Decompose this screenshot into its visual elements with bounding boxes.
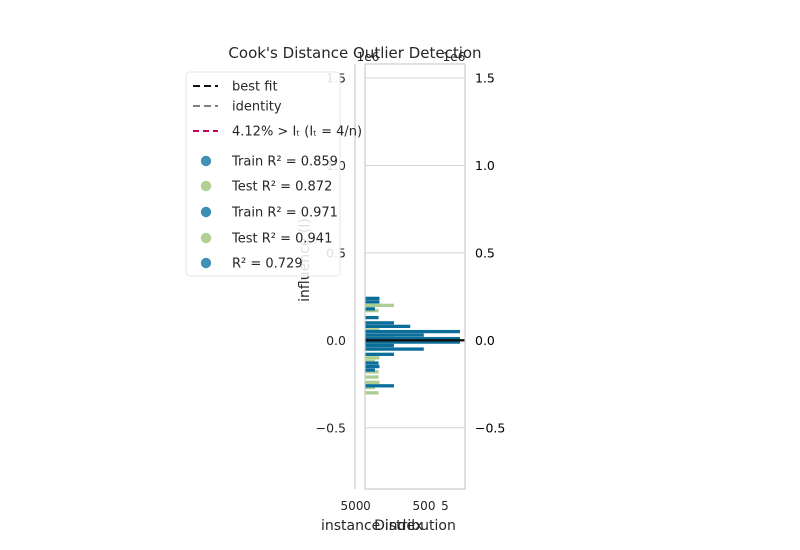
train-histogram-bar [365,296,380,301]
right-y-tick-label: 0.5 [475,245,495,260]
test-histogram-bar [365,303,394,308]
train-histogram-bar [365,364,380,369]
right-y-ticks: 1.5 1.0 0.5 0.0 −0.5 [475,70,505,435]
distribution-frame [364,63,466,490]
legend-item: Test R² = 0.941 [200,232,332,247]
x-axis-label-main: instance index [321,518,423,534]
train-histogram-bar [365,368,375,372]
legend-item: R² = 0.729 [200,257,303,272]
legend: best fit identity 4.12% > Iₜ (Iₜ = 4/n) Tra… [185,71,362,277]
test-histogram-bar [365,308,379,313]
legend-label: identity [232,100,282,115]
y-tick-label: 0.0 [326,333,346,348]
train-histogram-bar [365,343,394,348]
top-offset-label-right: 1e6 [443,50,466,64]
test-histogram-bar [365,375,379,379]
legend-label: R² = 0.729 [232,257,303,272]
train-histogram-bar [365,321,394,325]
legend-label: Test R² = 0.941 [231,232,332,247]
test-histogram-bar [365,370,379,374]
test-histogram-bar [365,342,394,346]
train-histogram-bar [365,384,394,388]
legend-item: best fit [193,80,278,95]
train-histogram-bar [365,361,379,365]
test-histogram-bar [365,380,380,384]
right-y-tick-label: −0.5 [475,420,505,435]
legend-point-swatch [200,206,212,218]
right-y-tick-label: 0.0 [475,333,495,348]
chart-title: Cook's Distance Outlier Detection [228,44,481,62]
dist-x-tick-500: 500 [413,499,436,513]
legend-point-swatch [200,232,212,244]
right-y-tick-label: 1.0 [475,158,495,173]
legend-item: identity [193,100,282,115]
legend-label: Test R² = 0.872 [231,180,332,195]
legend-item: Train R² = 0.859 [200,155,338,170]
legend-label: 4.12% > Iₜ (Iₜ = 4/n) [232,125,362,140]
train-histogram-bar [365,333,424,337]
legend-label: Train R² = 0.971 [231,206,338,221]
legend-items: best fit identity 4.12% > Iₜ (Iₜ = 4/n) Tra… [193,80,362,272]
train-histogram-bar [365,324,411,328]
legend-item: Train R² = 0.971 [200,206,338,221]
test-histogram-bar [365,356,380,360]
test-histogram-bar [365,335,394,339]
x-axis-label-distribution: Distribution [374,518,456,534]
legend-point-swatch [200,180,212,192]
test-histogram-bar [365,328,380,332]
legend-point-swatch [200,155,212,167]
train-histogram-bar [365,300,380,304]
main-x-tick-label: 500 [341,499,364,513]
histogram-bars [365,296,460,395]
legend-frame [185,71,341,277]
test-histogram-bar [365,391,379,395]
top-offset-label-left: 1e6 [357,50,380,64]
legend-point-swatch [200,257,212,269]
right-y-tick-label: 1.5 [475,70,495,85]
legend-label: Train R² = 0.859 [231,155,338,170]
distribution-axes [364,63,466,490]
legend-label: best fit [232,80,278,95]
legend-item: 4.12% > Iₜ (Iₜ = 4/n) [193,125,362,140]
train-histogram-bar [365,307,375,311]
train-histogram-bar [365,336,460,341]
train-histogram-bar [365,329,460,334]
test-histogram-bar [365,359,375,363]
dist-x-tick-0: 0 [363,499,371,513]
distribution-gridlines [365,77,465,429]
test-histogram-bar [365,385,375,390]
train-histogram-bar [365,352,394,356]
y-tick-label: −0.5 [316,420,346,435]
dist-x-tick-5: 5 [441,499,449,513]
legend-item: Test R² = 0.872 [200,180,332,195]
train-histogram-bar [365,315,379,320]
train-histogram-bar [365,347,424,351]
train-histogram-bar [365,340,460,344]
